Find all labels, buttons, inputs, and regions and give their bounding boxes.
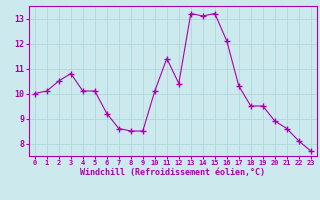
X-axis label: Windchill (Refroidissement éolien,°C): Windchill (Refroidissement éolien,°C) xyxy=(80,168,265,177)
